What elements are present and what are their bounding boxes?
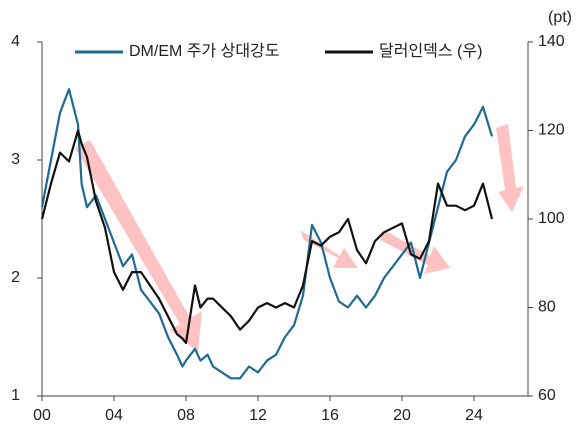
x-tick-label: 08	[177, 407, 195, 424]
y2-tick-label: 120	[538, 122, 565, 139]
y-tick-label: 4	[11, 33, 20, 50]
x-tick-label: 12	[249, 407, 267, 424]
x-tick-label: 04	[105, 407, 123, 424]
series-line	[40, 129, 494, 344]
x-tick-label: 24	[465, 407, 483, 424]
arrow	[75, 140, 202, 352]
y2-axis-label: (pt)	[548, 9, 572, 26]
y2-tick-label: 60	[538, 387, 556, 404]
y2-tick-label: 100	[538, 210, 565, 227]
series-line	[40, 88, 494, 380]
y-tick-label: 3	[11, 151, 20, 168]
legend-label: 달러인덱스 (우)	[379, 42, 482, 60]
trend-arrows	[75, 124, 524, 352]
arrow	[380, 230, 450, 274]
arrow	[300, 230, 358, 268]
x-tick-label: 16	[321, 407, 339, 424]
arrow	[496, 124, 524, 212]
x-tick-label: 00	[33, 407, 51, 424]
x-tick-label: 20	[393, 407, 411, 424]
y-tick-label: 1	[11, 387, 20, 404]
legend-label: DM/EM 주가 상대강도	[129, 42, 280, 60]
y2-tick-label: 140	[538, 33, 565, 50]
y2-tick-label: 80	[538, 299, 556, 316]
y-tick-label: 2	[11, 269, 20, 286]
